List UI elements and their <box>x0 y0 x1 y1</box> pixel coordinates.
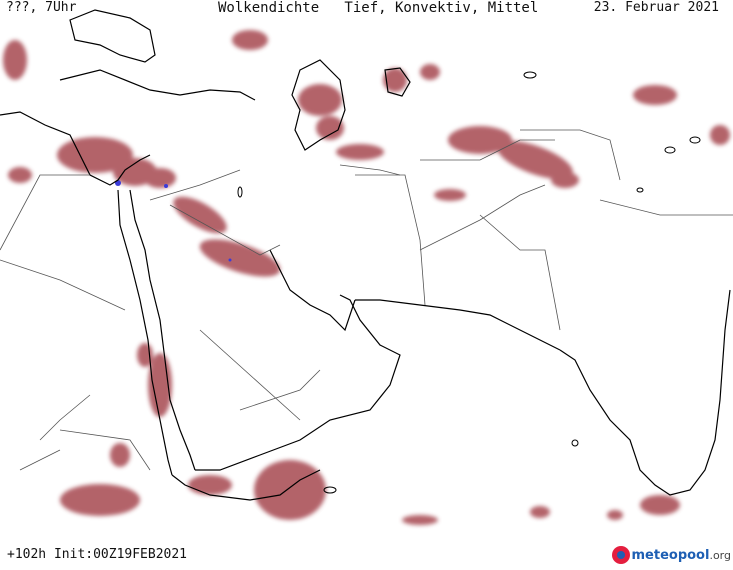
cloud-patch-tibet <box>633 85 677 105</box>
lake <box>664 146 676 154</box>
cloud-patch-indian-ocean <box>530 506 550 518</box>
forecast-time-label: ???, 7Uhr <box>6 0 77 15</box>
brand-logo[interactable]: meteopool.org <box>611 546 732 564</box>
border <box>19 449 61 471</box>
lake <box>689 136 701 144</box>
lake <box>571 439 579 447</box>
border <box>599 199 733 216</box>
border <box>239 369 321 411</box>
coastline-turkey <box>59 69 256 101</box>
cloud-patch-caspian <box>298 84 342 116</box>
cloud-patch-mongolia <box>710 125 730 145</box>
coastline-india <box>559 289 731 496</box>
coastline-red-sea-east <box>129 189 196 471</box>
lake <box>323 486 337 494</box>
cloud-patch-iraq <box>173 196 227 234</box>
border <box>199 329 301 421</box>
lake <box>237 186 243 198</box>
forecast-date: 23. Februar 2021 <box>593 0 719 15</box>
coastline-persian-gulf <box>269 249 356 332</box>
cloud-patch-somalia <box>402 515 438 525</box>
cloud-patch-turkey-east <box>144 168 176 188</box>
border <box>520 129 621 181</box>
coastline-red-sea-west <box>117 189 173 476</box>
border <box>59 429 151 471</box>
meteopool-logo-icon <box>611 546 630 564</box>
coastline-horn <box>171 469 321 501</box>
cloud-patch-kashmir <box>551 172 579 188</box>
map-title: Wolkendichte Tief, Konvektiv, Mittel <box>218 0 539 16</box>
coastline-layer <box>0 9 731 501</box>
coastline-mediterranean <box>0 111 151 186</box>
border <box>339 164 401 176</box>
cloud-patch-sahara-north <box>8 167 32 183</box>
cloud-patch-sahara <box>60 484 140 516</box>
border <box>479 214 561 331</box>
cloud-patch-iran-west <box>199 239 281 277</box>
coastline-iran-south <box>355 299 561 351</box>
cloud-patch-bay <box>607 510 623 520</box>
cloud-patch-pakistan <box>434 189 466 201</box>
cloud-patch-west-edge <box>3 40 27 80</box>
lake <box>523 71 537 79</box>
cloud-patch-caucasus <box>232 30 268 50</box>
lake <box>636 187 644 193</box>
cloud-patch-sudan <box>110 443 130 467</box>
border <box>355 174 426 306</box>
cloud-patch-horn <box>254 460 326 520</box>
cloud-patch-ethiopia <box>188 475 232 495</box>
cloud-patch-afghan-north <box>497 141 573 179</box>
border <box>0 259 126 311</box>
brand-main-text: meteopool <box>631 547 710 563</box>
coastline-aral <box>384 67 411 97</box>
init-time-label: +102h Init:00Z19FEB2021 <box>7 547 188 562</box>
border <box>169 204 281 256</box>
cloud-patch-indian-ocean <box>640 495 680 515</box>
convective-cell <box>228 258 232 262</box>
lakes-layer <box>237 71 701 494</box>
cloud-patch-turkmenistan <box>336 144 384 160</box>
border <box>0 174 90 251</box>
cloud-patch-caspian <box>316 116 344 140</box>
convective-cell <box>164 184 168 188</box>
border <box>420 139 555 161</box>
border <box>419 184 546 251</box>
brand-name: meteopool.org <box>632 548 732 563</box>
cloud-patch-aral <box>383 68 407 92</box>
coastline-black-sea <box>69 9 156 63</box>
cloud-density-layer <box>3 30 730 525</box>
coastline-arabia-south <box>195 294 401 471</box>
border-layer <box>0 129 733 471</box>
cloud-patch-tajik <box>448 126 512 154</box>
border <box>39 394 91 441</box>
border <box>149 169 241 201</box>
brand-tld-text: .org <box>709 548 731 562</box>
coastline-caspian <box>291 59 346 151</box>
cloud-patch-kazakh <box>420 64 440 80</box>
